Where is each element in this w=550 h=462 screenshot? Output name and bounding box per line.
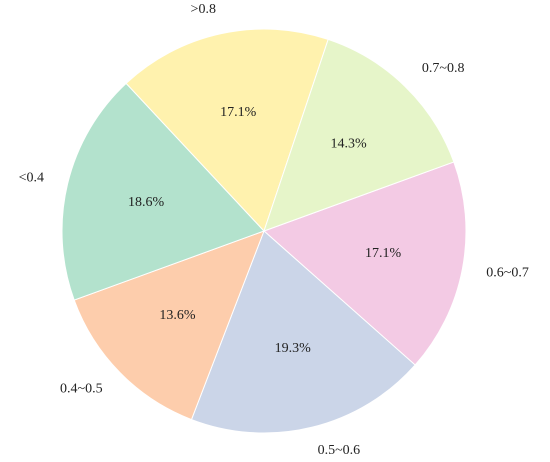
pie-slice-0-7-0-8	[263, 38, 455, 232]
pie-slice-gt-0-8	[125, 28, 329, 232]
pie-value-label-gt-0-8: 17.1%	[220, 105, 257, 120]
pie-value-label-lt-0-4: 18.6%	[128, 195, 165, 210]
pie-labels: 17.1% 0.6~0.7 19.3% 0.5~0.6 13.6% 0.4~0.5 18.6…	[19, 2, 529, 458]
pie-category-label-gt-0-8: >0.8	[191, 2, 216, 17]
pie-category-label-0-7-0-8: 0.7~0.8	[422, 61, 465, 76]
pie-value-label-0-4-0-5: 13.6%	[159, 308, 196, 323]
pie-slice-0-5-0-6	[190, 230, 416, 434]
pie-slices	[61, 28, 467, 434]
pie-slice-0-4-0-5	[73, 230, 265, 421]
pie-category-label-lt-0-4: <0.4	[19, 170, 44, 185]
pie-category-label-0-4-0-5: 0.4~0.5	[60, 382, 103, 397]
pie-category-label-0-6-0-7: 0.6~0.7	[486, 266, 529, 281]
pie-value-label-0-7-0-8: 14.3%	[331, 136, 368, 151]
pie-category-label-0-5-0-6: 0.5~0.6	[318, 443, 361, 458]
pie-value-label-0-5-0-6: 19.3%	[275, 341, 312, 356]
pie-value-label-0-6-0-7: 17.1%	[365, 246, 402, 261]
pie-slice-lt-0-4	[61, 82, 265, 301]
